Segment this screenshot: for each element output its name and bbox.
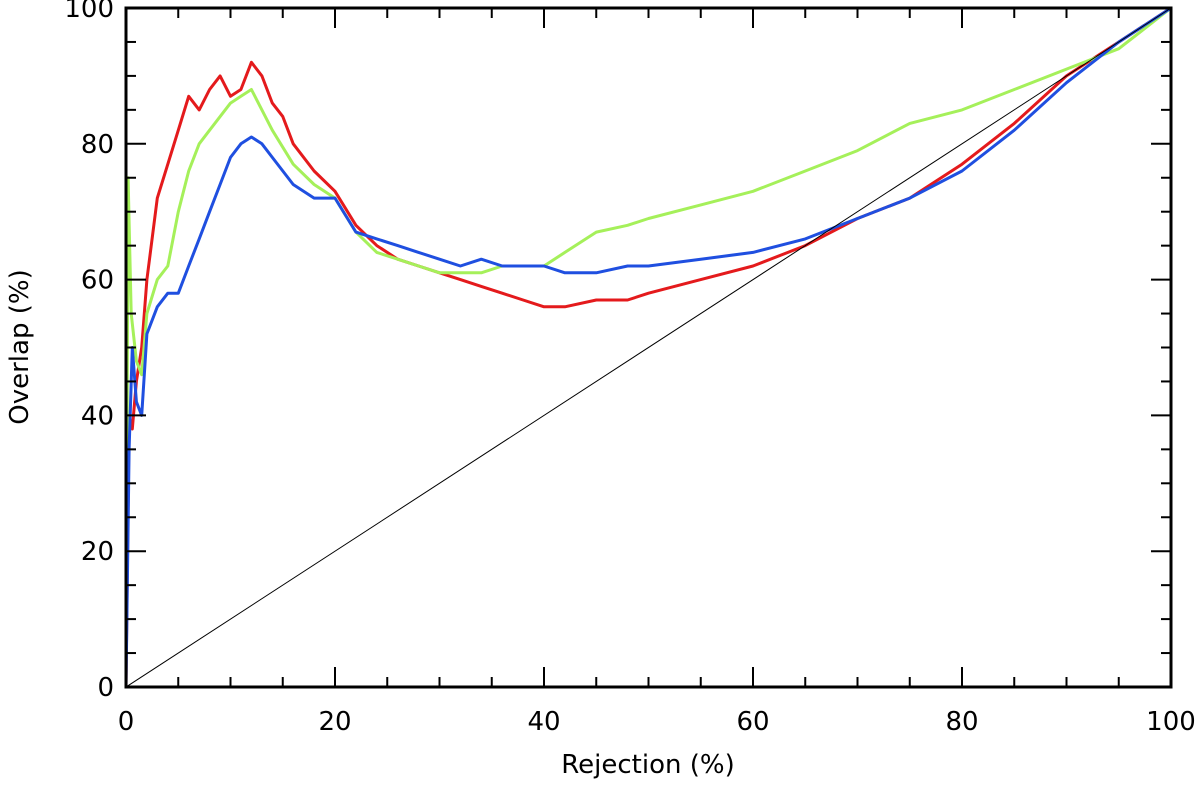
plot-frame [124,6,1173,689]
y-tick-label: 80 [81,130,114,160]
y-tick-label: 40 [81,401,114,431]
series-line-2 [124,6,1172,688]
x-axis-title: Rejection (%) [561,750,734,780]
y-tick-label: 0 [97,673,114,703]
x-tick-label: 20 [318,707,351,737]
x-tick-label: 60 [736,707,769,737]
x-tick-label: 40 [527,707,560,737]
x-tick-label: 0 [118,707,135,737]
x-tick-label: 100 [1146,707,1196,737]
y-axis-title: Overlap (%) [5,269,35,424]
y-tick-label: 100 [64,0,114,24]
y-tick-label: 60 [81,266,114,296]
diagonal-reference-line [125,7,1172,688]
y-tick-label: 20 [81,537,114,567]
tick-layer: 0 20 40 60 80 100 0 20 40 60 80 100 [64,0,1195,737]
series-layer [124,6,1172,688]
x-tick-label: 80 [945,707,978,737]
series-line-3 [124,6,1172,688]
